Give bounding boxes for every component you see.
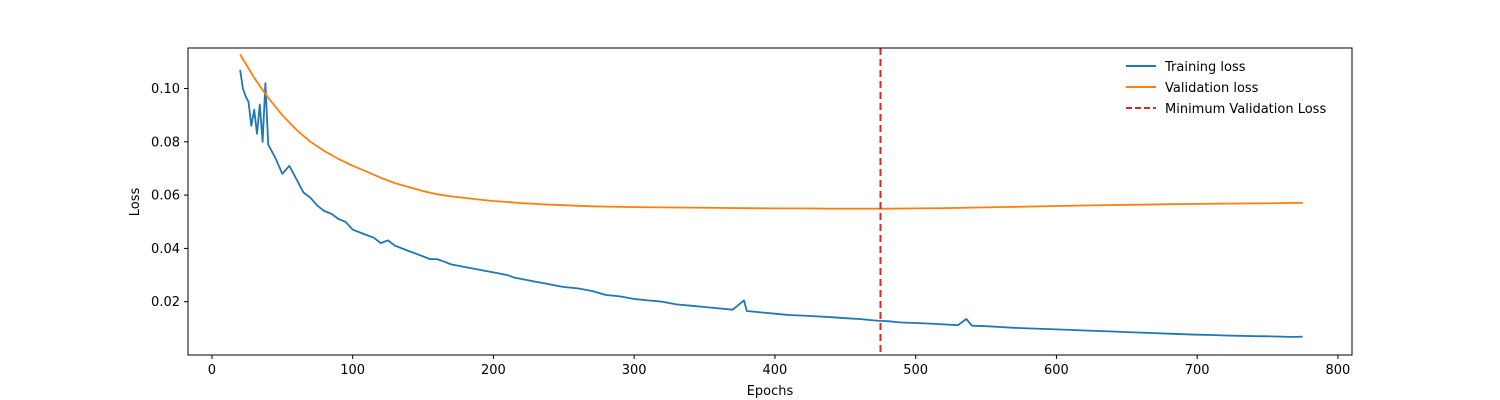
x-tick-label: 600 xyxy=(1044,363,1069,378)
plot-area xyxy=(188,48,1352,355)
x-tick-label: 100 xyxy=(340,363,365,378)
y-tick-label: 0.08 xyxy=(151,135,180,150)
x-tick-label: 300 xyxy=(622,363,647,378)
y-tick-label: 0.02 xyxy=(151,295,180,310)
x-tick-label: 700 xyxy=(1185,363,1210,378)
legend-label: Training loss xyxy=(1164,60,1246,75)
y-tick-label: 0.04 xyxy=(151,242,180,257)
x-axis-title: Epochs xyxy=(747,384,794,399)
y-tick-label: 0.06 xyxy=(151,189,180,204)
legend: Training loss Validation loss Minimum Vali… xyxy=(1126,60,1326,117)
y-axis: 0.02 0.04 0.06 0.08 0.10 xyxy=(151,82,188,310)
series-line-validation-loss xyxy=(239,53,1303,210)
x-tick-label: 400 xyxy=(763,363,788,378)
x-tick-label: 0 xyxy=(208,363,216,378)
x-tick-label: 500 xyxy=(903,363,928,378)
series-line-training-loss xyxy=(239,69,1303,338)
x-axis: 0 100 200 300 400 500 600 700 800 xyxy=(208,355,1351,378)
y-axis-title: Loss xyxy=(128,188,143,217)
series-layer xyxy=(239,53,1303,338)
x-tick-label: 200 xyxy=(481,363,506,378)
x-tick-label: 800 xyxy=(1326,363,1351,378)
legend-label: Validation loss xyxy=(1165,81,1259,96)
y-tick-label: 0.10 xyxy=(151,82,180,97)
legend-label: Minimum Validation Loss xyxy=(1165,102,1326,117)
plot-frame xyxy=(187,47,1353,356)
